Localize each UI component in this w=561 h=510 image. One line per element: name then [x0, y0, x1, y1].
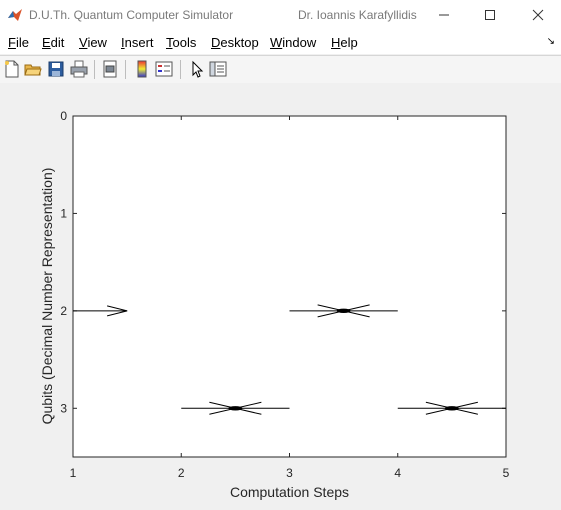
y-tick-label: 0 [60, 109, 67, 123]
gate-center-dot [336, 308, 351, 314]
menu-tools[interactable]: Tools [166, 35, 197, 50]
menu-window[interactable]: Window [270, 35, 317, 50]
menu-file[interactable]: File [8, 35, 29, 50]
y-tick-label: 3 [60, 401, 67, 415]
x-tick-label: 2 [178, 466, 185, 480]
x-tick-label: 4 [394, 466, 401, 480]
arrow-marker [107, 305, 128, 317]
minimize-button[interactable] [421, 0, 467, 30]
toolbar-separator [94, 60, 95, 79]
title-bar: D.U.Th. Quantum Computer Simulator Dr. I… [0, 0, 561, 30]
gate-center-dot [444, 406, 459, 411]
menu-help[interactable]: Help [331, 35, 358, 50]
window-title: D.U.Th. Quantum Computer Simulator [29, 8, 234, 22]
gate-center-dot [228, 406, 243, 411]
open-file-icon[interactable] [24, 60, 42, 78]
maximize-button[interactable] [467, 0, 513, 30]
dock-arrow-icon[interactable]: ↘ [546, 36, 555, 47]
y-axis-label: Qubits (Decimal Number Representation) [39, 168, 55, 425]
close-button[interactable] [515, 0, 561, 30]
minimize-icon [439, 14, 449, 16]
quantum-circuit-plot[interactable]: 1 2 3 4 5 0 1 2 3 Computation Steps Qubits (Deci… [0, 83, 561, 505]
y-tick-label: 2 [60, 304, 67, 318]
toolbar-separator [180, 60, 181, 79]
print-icon[interactable] [70, 60, 88, 78]
figure-toolbar [0, 55, 561, 84]
new-figure-icon[interactable] [3, 60, 21, 78]
close-icon [532, 9, 544, 21]
legend-icon[interactable] [155, 60, 173, 78]
x-tick-label: 1 [70, 466, 77, 480]
menu-desktop[interactable]: Desktop [211, 35, 259, 50]
x-tick-label: 5 [503, 466, 510, 480]
toolbar-separator [125, 60, 126, 79]
figure-area: 1 2 3 4 5 0 1 2 3 Computation Steps Qubits (Deci… [0, 83, 561, 505]
x-tick-label: 3 [286, 466, 293, 480]
window-author: Dr. Ioannis Karafyllidis [298, 8, 417, 22]
y-tick-label: 1 [60, 206, 67, 220]
x-axis-label: Computation Steps [230, 484, 349, 500]
property-inspector-icon[interactable] [209, 60, 227, 78]
menu-edit[interactable]: Edit [42, 35, 65, 50]
pointer-icon[interactable] [188, 60, 206, 78]
menu-view[interactable]: View [79, 35, 107, 50]
maximize-icon [485, 10, 495, 20]
colorbar-icon[interactable] [133, 60, 151, 78]
matlab-icon [8, 9, 22, 21]
menu-bar: File Edit View Insert Tools Desktop Wind… [0, 30, 561, 54]
save-icon[interactable] [47, 60, 65, 78]
menu-insert[interactable]: Insert [121, 35, 154, 50]
print-preview-icon[interactable] [101, 60, 119, 78]
